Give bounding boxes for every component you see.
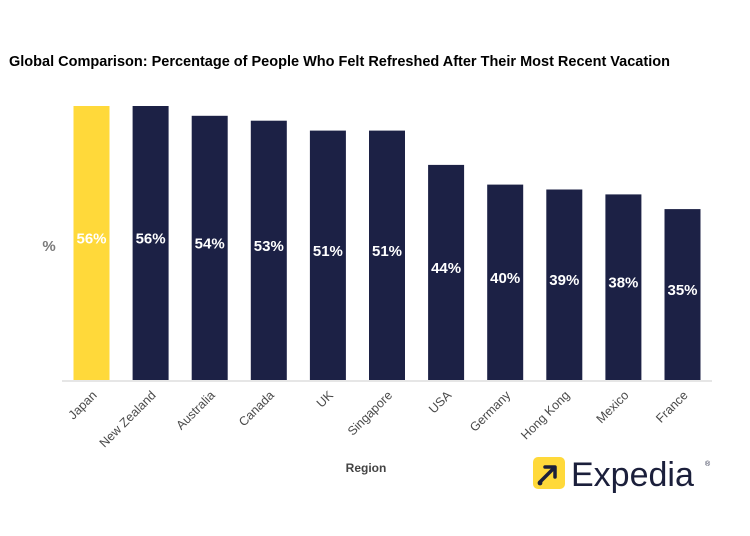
chart-title: Global Comparison: Percentage of People … (9, 54, 670, 70)
bars (73, 106, 701, 382)
bar-hong-kong (546, 189, 583, 381)
x-tick-label: Singapore (345, 388, 395, 438)
x-tick-label: Japan (66, 388, 100, 422)
x-tick-label: Canada (236, 388, 277, 429)
data-label: 54% (195, 235, 225, 252)
data-label: 51% (313, 243, 343, 260)
data-label: 53% (254, 238, 284, 255)
data-label: 56% (76, 231, 106, 248)
x-tick-label: New Zealand (97, 388, 159, 450)
arrow-icon (537, 465, 557, 486)
bar-singapore (369, 130, 405, 381)
bar-canada (250, 120, 287, 381)
x-tick-label: France (653, 388, 690, 425)
x-tick-label: UK (314, 388, 337, 411)
bar-germany (487, 184, 524, 381)
data-label: 38% (608, 275, 638, 292)
expedia-logo: Expedia ® (533, 456, 711, 494)
registered-mark: ® (705, 460, 711, 468)
bar-usa (428, 164, 465, 381)
x-axis-label: Region (346, 461, 387, 475)
data-label: 56% (136, 231, 166, 248)
x-tick-label: USA (426, 388, 455, 417)
bar-japan (73, 106, 110, 381)
x-tick-label: Australia (174, 388, 218, 432)
data-label: 39% (549, 272, 579, 289)
data-label: 44% (431, 260, 461, 277)
data-label: 40% (490, 270, 520, 287)
data-label: 35% (667, 282, 697, 299)
expedia-wordmark: Expedia (571, 456, 694, 494)
data-labels: 56% 56% 54% 53% 51% 51% 44% 40% 39% 38% 35% (76, 231, 697, 300)
bar-mexico (605, 194, 642, 381)
y-axis-label: % (42, 238, 55, 255)
data-label: 51% (372, 243, 402, 260)
bar-france (664, 209, 701, 381)
bar-new-zealand (132, 106, 169, 381)
bar-uk (309, 130, 346, 381)
x-tick-label: Germany (467, 388, 514, 435)
bar-australia (191, 115, 228, 382)
x-tick-label: Mexico (594, 388, 632, 426)
x-tick-label: Hong Kong (518, 388, 572, 442)
